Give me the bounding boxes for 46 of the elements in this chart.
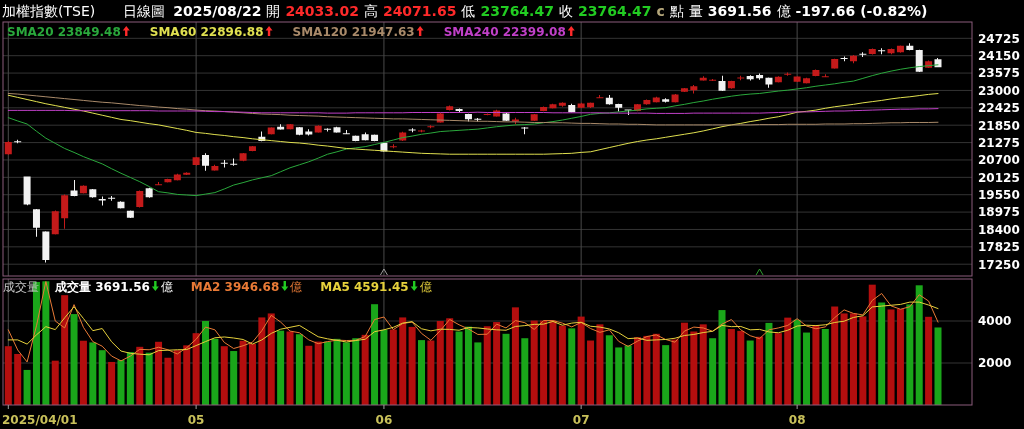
series-label: MA2 3946.68 [190,280,280,294]
x-tick-label: 07 [572,413,590,427]
x-tick-label: 05 [187,413,205,427]
text: 24033.02 [285,3,359,19]
y-tick-label: 17250 [978,257,1020,272]
text: 高 [363,3,378,19]
text: 23764.47 [480,3,554,19]
y-tick-label: 18975 [978,205,1020,220]
y-tick-label: 24150 [978,49,1020,64]
text: 低 [461,3,476,19]
x-tick-label: 08 [788,413,806,427]
text: 億 [776,3,791,19]
y-tick-label: 23000 [978,83,1020,98]
text: MA5 4591.45 [320,280,409,294]
y-tick-label: 2000 [978,356,1012,371]
text: 開 [266,3,281,19]
y-tick-label: 19550 [978,188,1020,203]
y-tick-label: 24725 [978,31,1020,46]
text: 3691.56 [707,3,772,19]
text: 點 [668,3,684,19]
text: 量 [688,3,703,19]
y-tick-label: 21850 [978,118,1020,133]
text: 2025/04/01 [2,413,78,427]
y-tick-label: 4000 [978,314,1012,329]
text: 收 [558,3,573,19]
chart-subtitle: 日線圖 [123,3,166,19]
y-tick-label: 17825 [978,240,1020,255]
y-tick-label: 20700 [978,153,1020,168]
text: -197.66 (-0.82%) [795,3,928,19]
annotation: 億 [419,280,432,294]
annotation: 億 [290,280,303,294]
y-tick-label: 18400 [978,222,1020,237]
chart-title: 加權指數(TSE) [2,3,96,19]
text: 24071.65 [382,3,457,19]
text: c [656,3,665,19]
series-label: 成交量 3691.56 [54,280,150,294]
text: 23764.47 [577,3,652,19]
legend: SMA20 23849.48 SMA60 22896.88 SMA120 21947.63 SMA240 22399.08 [7,25,575,39]
y-tick-label: 22425 [978,101,1020,116]
y-tick-label: 20125 [978,170,1020,185]
chart-title: 成交量 [3,280,39,294]
x-tick-label: 06 [375,413,393,427]
text: 2025/08/22 [173,3,262,19]
annotation: 億 [160,280,173,294]
y-tick-label: 23575 [978,66,1020,81]
y-tick-label: 21275 [978,135,1020,150]
